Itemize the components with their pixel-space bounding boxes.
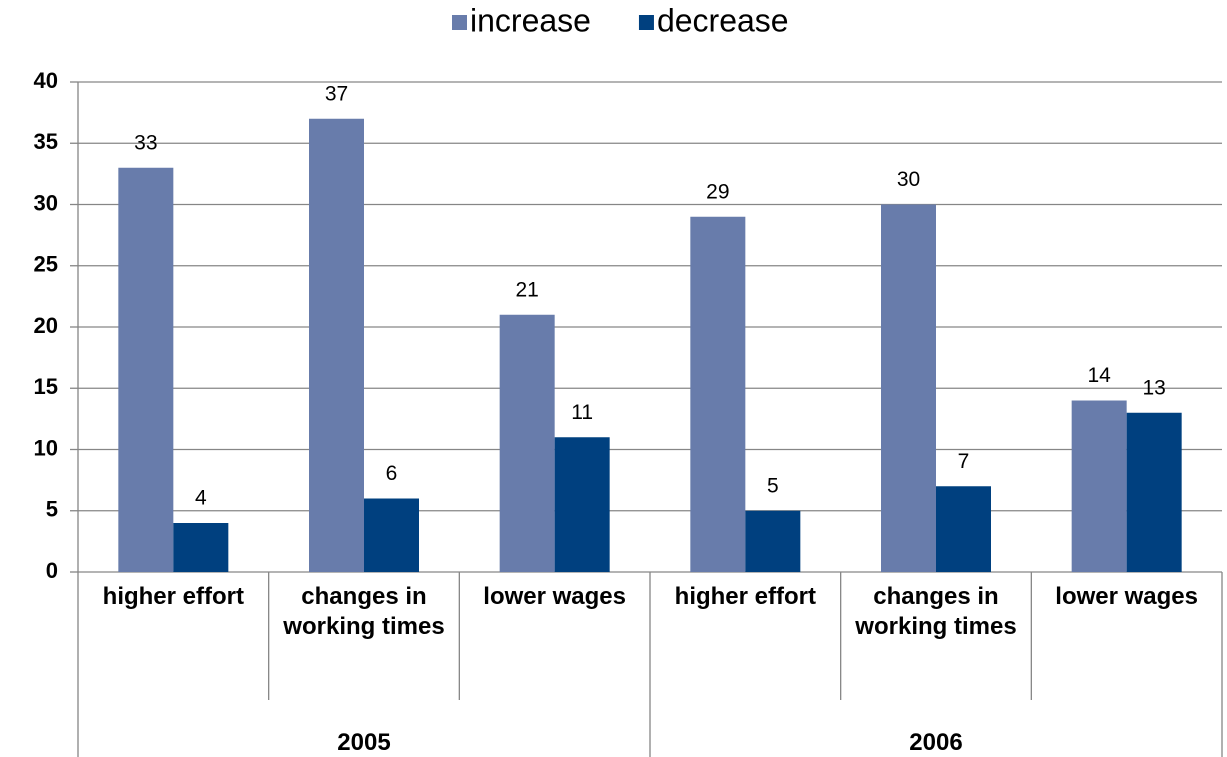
value-label: 11 [571,401,593,424]
bar [118,167,174,572]
x-tick-label: changes in working times [283,583,445,640]
x-tick-label: higher effort [102,583,244,610]
value-label: 33 [134,131,157,154]
bar [173,523,229,572]
bar [1071,400,1127,572]
legend-label: increase [470,2,591,38]
bar [554,437,610,572]
bar [1126,412,1182,572]
group-label: 2005 [337,729,391,756]
value-label: 14 [1087,364,1111,387]
legend-swatch [452,15,467,30]
y-tick-label: 20 [34,313,58,338]
x-tick-label: lower wages [1055,583,1199,610]
x-tick-label: higher effort [674,583,816,610]
bar [690,216,746,572]
bar [745,510,801,572]
value-label: 30 [897,168,920,191]
y-tick-label: 30 [34,190,58,215]
legend-label: decrease [657,2,789,38]
value-label: 29 [706,180,729,203]
x-tick-label: lower wages [483,583,627,610]
legend-swatch [638,15,654,30]
bar [499,314,555,572]
value-label: 6 [386,462,398,485]
y-tick-label: 0 [46,558,58,583]
y-tick-label: 10 [34,435,58,460]
value-label: 37 [325,82,348,105]
bar [936,486,991,572]
y-tick-label: 40 [34,68,58,93]
y-tick-label: 25 [34,252,58,277]
group-label: 2006 [909,729,963,756]
y-tick-label: 15 [34,374,58,399]
value-label: 4 [195,487,207,510]
x-tick-label: changes in working times [855,583,1017,640]
y-tick-label: 35 [34,129,58,154]
bar [309,118,364,572]
value-label: 5 [767,474,779,497]
bar [364,498,419,572]
bar [881,204,936,572]
y-tick-label: 5 [46,497,58,522]
value-label: 21 [515,278,538,301]
value-label: 13 [1142,376,1165,399]
value-label: 7 [958,450,970,473]
